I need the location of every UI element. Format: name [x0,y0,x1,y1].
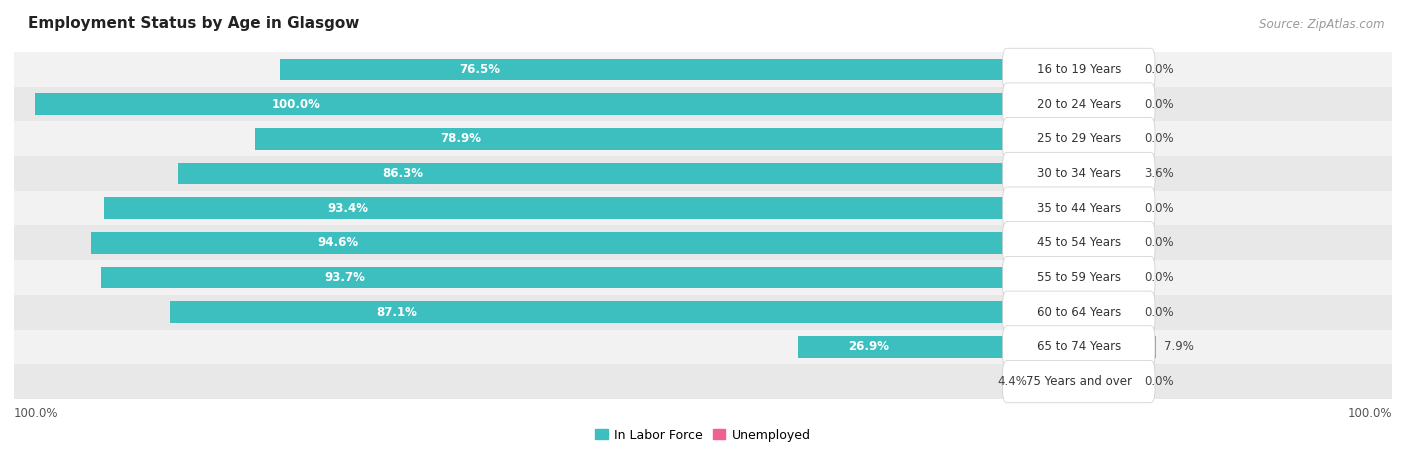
Text: Source: ZipAtlas.com: Source: ZipAtlas.com [1260,18,1385,31]
Text: 87.1%: 87.1% [377,306,418,319]
Bar [101,267,1078,288]
Bar [1078,163,1136,184]
Text: 4.4%: 4.4% [998,375,1028,388]
Text: 0.0%: 0.0% [1144,271,1174,284]
Text: 65 to 74 Years: 65 to 74 Years [1036,341,1121,354]
FancyBboxPatch shape [1002,187,1154,229]
Bar [14,330,1392,364]
Bar [14,191,1392,226]
Text: 55 to 59 Years: 55 to 59 Years [1036,271,1121,284]
Text: 94.6%: 94.6% [318,236,359,249]
Text: 0.0%: 0.0% [1144,375,1174,388]
Text: 25 to 29 Years: 25 to 29 Years [1036,132,1121,145]
Bar [104,198,1078,219]
FancyBboxPatch shape [1002,152,1154,195]
Text: 75 Years and over: 75 Years and over [1026,375,1132,388]
Text: 16 to 19 Years: 16 to 19 Years [1036,63,1121,76]
Text: 100.0%: 100.0% [271,97,321,110]
Bar [14,226,1392,260]
Bar [1078,267,1136,288]
Text: 0.0%: 0.0% [1144,202,1174,215]
Bar [35,93,1078,115]
Text: 0.0%: 0.0% [1144,132,1174,145]
Legend: In Labor Force, Unemployed: In Labor Force, Unemployed [591,423,815,446]
FancyBboxPatch shape [1002,222,1154,264]
Text: 20 to 24 Years: 20 to 24 Years [1036,97,1121,110]
Text: 30 to 34 Years: 30 to 34 Years [1036,167,1121,180]
Bar [14,121,1392,156]
Bar [14,52,1392,87]
Bar [170,301,1078,323]
Text: 93.7%: 93.7% [325,271,366,284]
FancyBboxPatch shape [1002,256,1154,299]
Text: 7.9%: 7.9% [1164,341,1194,354]
FancyBboxPatch shape [1002,83,1154,125]
Text: 78.9%: 78.9% [440,132,482,145]
Text: 93.4%: 93.4% [328,202,368,215]
Text: 0.0%: 0.0% [1144,97,1174,110]
Text: 76.5%: 76.5% [460,63,501,76]
Text: 35 to 44 Years: 35 to 44 Years [1036,202,1121,215]
Bar [1078,128,1136,150]
FancyBboxPatch shape [1002,326,1154,368]
Text: 86.3%: 86.3% [382,167,423,180]
Bar [1078,198,1136,219]
FancyBboxPatch shape [1002,291,1154,333]
Bar [14,364,1392,399]
Bar [1078,371,1136,392]
Bar [91,232,1078,253]
Text: 0.0%: 0.0% [1144,306,1174,319]
Text: Employment Status by Age in Glasgow: Employment Status by Age in Glasgow [28,16,359,31]
Bar [1078,59,1136,80]
Bar [256,128,1078,150]
Bar [14,156,1392,191]
Bar [14,295,1392,330]
Bar [1078,336,1156,358]
Bar [14,260,1392,295]
Bar [179,163,1078,184]
Bar [14,87,1392,121]
Text: 0.0%: 0.0% [1144,236,1174,249]
Bar [1033,371,1078,392]
Text: 26.9%: 26.9% [848,341,889,354]
Text: 0.0%: 0.0% [1144,63,1174,76]
Text: 3.6%: 3.6% [1144,167,1174,180]
Text: 100.0%: 100.0% [1347,407,1392,419]
FancyBboxPatch shape [1002,118,1154,160]
Bar [280,59,1078,80]
Text: 60 to 64 Years: 60 to 64 Years [1036,306,1121,319]
FancyBboxPatch shape [1002,360,1154,403]
Bar [1078,93,1136,115]
Bar [799,336,1078,358]
Bar [1078,232,1136,253]
Text: 45 to 54 Years: 45 to 54 Years [1036,236,1121,249]
Text: 100.0%: 100.0% [14,407,59,419]
Bar [1078,301,1136,323]
FancyBboxPatch shape [1002,48,1154,91]
